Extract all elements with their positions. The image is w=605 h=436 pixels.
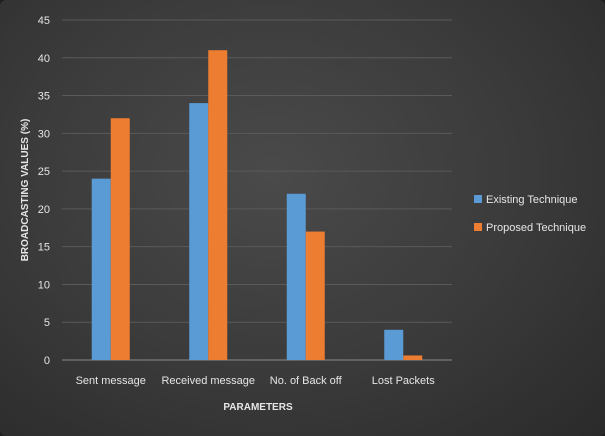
x-category-label: Sent message bbox=[76, 375, 146, 387]
bar-proposed-3 bbox=[403, 355, 423, 360]
legend: Existing Technique Proposed Technique bbox=[474, 194, 586, 234]
bar-existing-3 bbox=[384, 329, 404, 360]
y-tick-label: 45 bbox=[38, 15, 50, 27]
bar-existing-2 bbox=[286, 193, 306, 360]
y-tick-label: 20 bbox=[38, 204, 50, 216]
x-category-label: Lost Packets bbox=[372, 375, 435, 387]
legend-label: Proposed Technique bbox=[486, 222, 586, 234]
bar-proposed-1 bbox=[208, 50, 228, 360]
bar-proposed-0 bbox=[110, 118, 130, 360]
x-axis-title: PARAMETERS bbox=[223, 402, 293, 413]
bar-proposed-2 bbox=[305, 231, 325, 360]
bar-existing-1 bbox=[189, 103, 209, 360]
y-tick-labels: 0 5 10 15 20 25 30 35 40 45 bbox=[38, 15, 50, 367]
x-category-label: No. of Back off bbox=[270, 375, 343, 387]
y-tick-label: 5 bbox=[44, 317, 50, 329]
y-tick-label: 30 bbox=[38, 128, 50, 140]
y-tick-label: 35 bbox=[38, 91, 50, 103]
bars bbox=[91, 50, 423, 360]
bar-existing-0 bbox=[91, 178, 111, 360]
y-tick-label: 25 bbox=[38, 166, 50, 178]
y-tick-label: 40 bbox=[38, 53, 50, 65]
y-axis-title: BROADCASTING VALUES (%) bbox=[20, 119, 31, 262]
x-category-labels: Sent message Received message No. of Back … bbox=[76, 375, 436, 387]
legend-label: Existing Technique bbox=[486, 194, 578, 206]
x-category-label: Received message bbox=[161, 375, 255, 387]
y-tick-label: 10 bbox=[38, 279, 50, 291]
y-tick-label: 0 bbox=[44, 355, 50, 367]
legend-swatch bbox=[474, 195, 482, 203]
legend-swatch bbox=[474, 223, 482, 231]
y-tick-label: 15 bbox=[38, 242, 50, 254]
